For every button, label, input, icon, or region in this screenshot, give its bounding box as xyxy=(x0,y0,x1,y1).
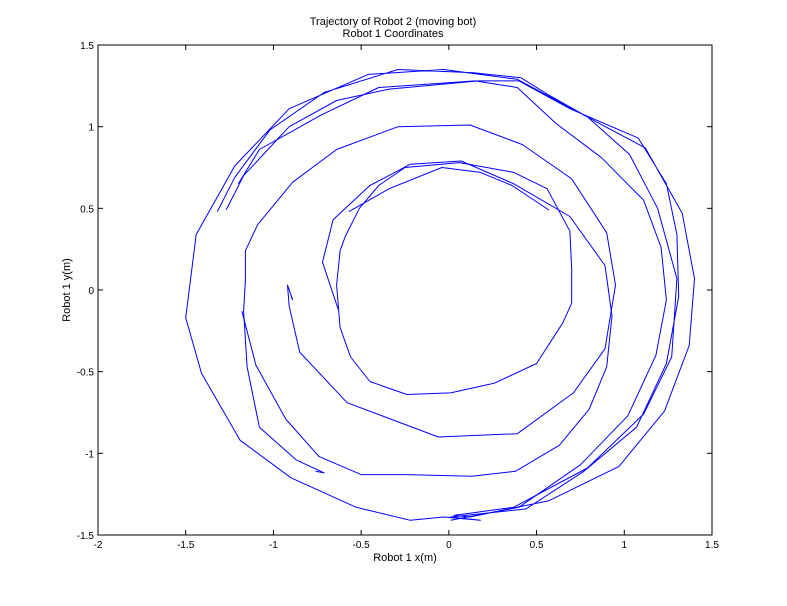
y-tick-label: 0 xyxy=(88,286,94,297)
y-tick-label: -1 xyxy=(85,449,94,460)
y-axis-label: Robot 1 y(m) xyxy=(61,258,73,322)
trajectory-segment-2 xyxy=(237,80,667,521)
y-tick-label: -0.5 xyxy=(77,368,95,379)
chart-subtitle: Robot 1 Coordinates xyxy=(343,28,444,40)
chart-title: Trajectory of Robot 2 (moving bot) xyxy=(310,16,477,28)
axis-ticks: -2 -1.5 -1 -0.5 0 0.5 1 1.5-1.5-1-0.500.511.5 xyxy=(77,41,720,551)
trajectory-segment-6 xyxy=(348,167,550,213)
trajectory-segment-5 xyxy=(336,162,573,395)
x-tick-label: 0.5 xyxy=(530,540,544,551)
x-tick-label: 1.5 xyxy=(705,540,719,551)
trajectory-segment-4 xyxy=(241,160,613,477)
y-tick-label: -1.5 xyxy=(77,531,95,542)
x-axis-label: Robot 1 x(m) xyxy=(373,552,437,564)
x-tick-label: -2 xyxy=(94,540,103,551)
x-tick-label: -1.5 xyxy=(177,540,195,551)
x-tick-label: 0 xyxy=(446,540,452,551)
x-tick-label: -0.5 xyxy=(353,540,371,551)
trajectory-segment-3 xyxy=(243,124,616,474)
y-tick-label: 1.5 xyxy=(80,41,94,52)
trajectory-segment-1 xyxy=(185,69,695,521)
y-tick-label: 1 xyxy=(88,123,94,134)
y-tick-label: 0.5 xyxy=(80,204,94,215)
x-tick-label: 1 xyxy=(622,540,628,551)
x-tick-label: -1 xyxy=(269,540,278,551)
trajectory-lines xyxy=(185,69,695,521)
plot-area xyxy=(97,44,713,536)
